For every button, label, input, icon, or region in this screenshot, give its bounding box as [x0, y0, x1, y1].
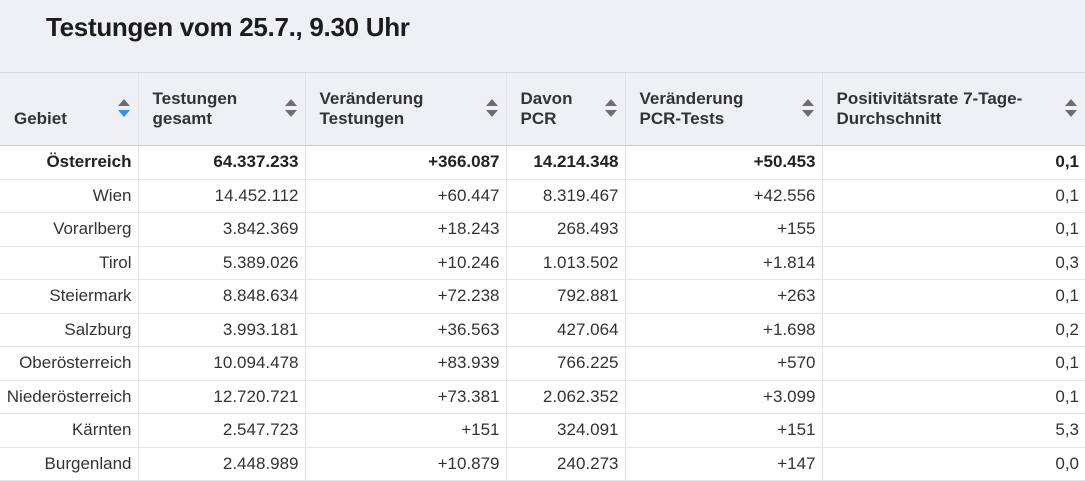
cell-pcr: 2.062.352 [505, 380, 625, 414]
cell-region: Salzburg [0, 313, 138, 347]
table-row: Burgenland 2.448.989 +10.879 240.273 +14… [0, 447, 1085, 481]
column-header-positivitaetsrate[interactable]: Positivitätsrate 7-Tage-Durchschnitt [821, 72, 1085, 146]
header-row: Gebiet Testungen gesamt Veränderung Test… [0, 72, 1085, 146]
cell-pcr: 268.493 [505, 212, 625, 247]
cell-tests-total: 2.448.989 [137, 447, 305, 481]
table-row: Wien 14.452.112 +60.447 8.319.467 +42.55… [0, 179, 1085, 213]
cell-positivity: 0,3 [821, 246, 1085, 280]
cell-pcr-change: +1.698 [624, 313, 822, 347]
cell-tests-total: 5.389.026 [137, 246, 305, 280]
column-header-testungen-gesamt[interactable]: Testungen gesamt [137, 72, 305, 146]
cell-pcr-change: +263 [624, 279, 822, 314]
column-header-davon-pcr[interactable]: Davon PCR [505, 72, 625, 146]
cell-tests-total: 3.842.369 [137, 212, 305, 247]
cell-tests-change: +151 [304, 413, 506, 448]
table-row: Oberösterreich 10.094.478 +83.939 766.22… [0, 346, 1085, 381]
cell-region: Kärnten [0, 413, 138, 448]
column-header-label: Davon PCR [520, 89, 573, 128]
sort-icon[interactable] [1065, 99, 1077, 119]
cell-region: Vorarlberg [0, 212, 138, 247]
cell-positivity: 0,0 [821, 447, 1085, 481]
data-table: Gebiet Testungen gesamt Veränderung Test… [0, 72, 1085, 481]
cell-tests-change: +60.447 [304, 179, 506, 213]
cell-tests-total: 3.993.181 [137, 313, 305, 347]
cell-tests-change: +83.939 [304, 346, 506, 381]
table-row: Salzburg 3.993.181 +36.563 427.064 +1.69… [0, 313, 1085, 347]
cell-positivity: 0,1 [821, 380, 1085, 414]
table-row: Vorarlberg 3.842.369 +18.243 268.493 +15… [0, 212, 1085, 247]
column-header-label: Veränderung Testungen [319, 89, 424, 128]
page-title: Testungen vom 25.7., 9.30 Uhr [46, 12, 410, 42]
cell-pcr-change: +155 [624, 212, 822, 247]
cell-tests-change: +10.879 [304, 447, 506, 481]
cell-pcr-change: +42.556 [624, 179, 822, 213]
cell-pcr: 427.064 [505, 313, 625, 347]
cell-positivity: 0,1 [821, 145, 1085, 180]
title-bar: Testungen vom 25.7., 9.30 Uhr [0, 0, 1085, 72]
cell-positivity: 5,3 [821, 413, 1085, 448]
cell-tests-change: +36.563 [304, 313, 506, 347]
cell-region: Steiermark [0, 279, 138, 314]
table-row-total: Österreich 64.337.233 +366.087 14.214.34… [0, 145, 1085, 180]
column-header-label: Testungen gesamt [152, 89, 238, 128]
sort-active-icon[interactable] [117, 99, 130, 119]
column-header-gebiet[interactable]: Gebiet [0, 72, 138, 146]
cell-positivity: 0,1 [821, 212, 1085, 247]
cell-positivity: 0,1 [821, 346, 1085, 381]
cell-region: Burgenland [0, 447, 138, 481]
column-header-label: Veränderung PCR-Tests [639, 89, 744, 128]
cell-region: Oberösterreich [0, 346, 138, 381]
cell-region: Tirol [0, 246, 138, 280]
cell-positivity: 0,1 [821, 179, 1085, 213]
cell-positivity: 0,2 [821, 313, 1085, 347]
table-row: Tirol 5.389.026 +10.246 1.013.502 +1.814… [0, 246, 1085, 280]
cell-tests-change: +18.243 [304, 212, 506, 247]
cell-pcr: 240.273 [505, 447, 625, 481]
cell-pcr-change: +3.099 [624, 380, 822, 414]
sort-icon[interactable] [485, 99, 498, 119]
table-row: Niederösterreich 12.720.721 +73.381 2.06… [0, 380, 1085, 414]
sort-icon[interactable] [801, 99, 814, 119]
cell-tests-total: 2.547.723 [137, 413, 305, 448]
cell-tests-total: 14.452.112 [137, 179, 305, 213]
cell-pcr: 766.225 [505, 346, 625, 381]
cell-tests-total: 64.337.233 [137, 145, 305, 180]
cell-pcr: 792.881 [505, 279, 625, 314]
cell-tests-total: 12.720.721 [137, 380, 305, 414]
column-header-veraenderung-testungen[interactable]: Veränderung Testungen [304, 72, 506, 146]
table-row: Steiermark 8.848.634 +72.238 792.881 +26… [0, 279, 1085, 314]
cell-pcr: 324.091 [505, 413, 625, 448]
cell-pcr-change: +151 [624, 413, 822, 448]
column-header-label: Gebiet [14, 109, 67, 128]
cell-tests-change: +366.087 [304, 145, 506, 180]
cell-pcr-change: +50.453 [624, 145, 822, 180]
sort-icon[interactable] [284, 99, 297, 119]
cell-pcr: 8.319.467 [505, 179, 625, 213]
cell-tests-change: +73.381 [304, 380, 506, 414]
table-row: Kärnten 2.547.723 +151 324.091 +151 5,3 [0, 413, 1085, 448]
cell-tests-change: +10.246 [304, 246, 506, 280]
cell-tests-total: 8.848.634 [137, 279, 305, 314]
cell-pcr-change: +147 [624, 447, 822, 481]
cell-pcr-change: +1.814 [624, 246, 822, 280]
cell-tests-total: 10.094.478 [137, 346, 305, 381]
sort-icon[interactable] [604, 99, 617, 119]
cell-region: Österreich [0, 145, 138, 180]
cell-pcr: 1.013.502 [505, 246, 625, 280]
column-header-veraenderung-pcr-tests[interactable]: Veränderung PCR-Tests [624, 72, 822, 146]
cell-tests-change: +72.238 [304, 279, 506, 314]
column-header-label: Positivitätsrate 7-Tage-Durchschnitt [836, 89, 1023, 128]
cell-pcr: 14.214.348 [505, 145, 625, 180]
cell-pcr-change: +570 [624, 346, 822, 381]
cell-region: Niederösterreich [0, 380, 138, 414]
cell-positivity: 0,1 [821, 279, 1085, 314]
cell-region: Wien [0, 179, 138, 213]
